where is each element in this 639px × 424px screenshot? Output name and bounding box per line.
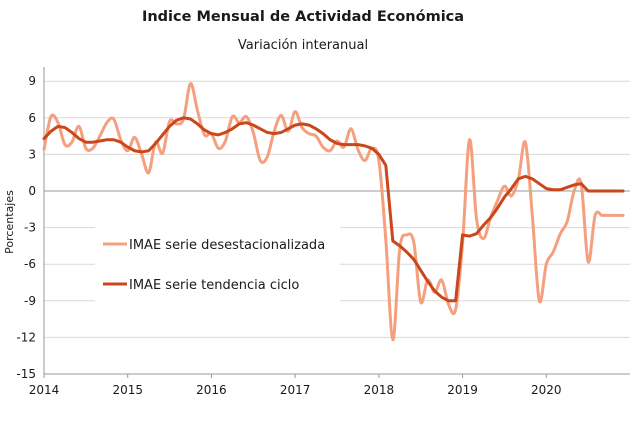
legend-label-desestacionalizada: IMAE serie desestacionalizada [129, 238, 325, 253]
chart-subtitle: Variación interanual [238, 38, 368, 53]
legend-label-tendencia-ciclo: IMAE serie tendencia ciclo [129, 278, 299, 293]
y-tick-label: -15 [16, 367, 36, 381]
y-tick-label: 9 [28, 74, 36, 88]
x-tick-label: 2018 [364, 383, 395, 397]
y-tick-label: 3 [28, 147, 36, 161]
y-tick-labels: 9 6 3 0 -3 -6 -9 -12 -15 [16, 74, 36, 381]
x-tick-label: 2015 [112, 383, 143, 397]
series-lines [42, 82, 625, 342]
x-tick-labels: 2014 2015 2016 2017 2018 2019 2020 [29, 383, 562, 397]
y-tick-label: 0 [28, 184, 36, 198]
y-tick-label: -12 [16, 330, 36, 344]
y-tick-label: -9 [24, 294, 36, 308]
x-tick-label: 2019 [447, 383, 478, 397]
y-tick-label: -3 [24, 221, 36, 235]
y-tick-label: -6 [24, 257, 36, 271]
series-line-desestacionalizada [42, 82, 625, 342]
y-axis-label: Porcentajes [3, 190, 16, 254]
chart-title: Indice Mensual de Actividad Económica [142, 9, 464, 25]
x-tick-label: 2020 [531, 383, 562, 397]
legend-box [95, 221, 340, 305]
x-tick-label: 2016 [196, 383, 227, 397]
y-tick-label: 6 [28, 111, 36, 125]
x-tick-label: 2014 [29, 383, 60, 397]
series-line-tendencia-ciclo [42, 116, 625, 303]
x-tick-label: 2017 [280, 383, 311, 397]
legend: IMAE serie desestacionalizada IMAE serie… [95, 221, 340, 305]
